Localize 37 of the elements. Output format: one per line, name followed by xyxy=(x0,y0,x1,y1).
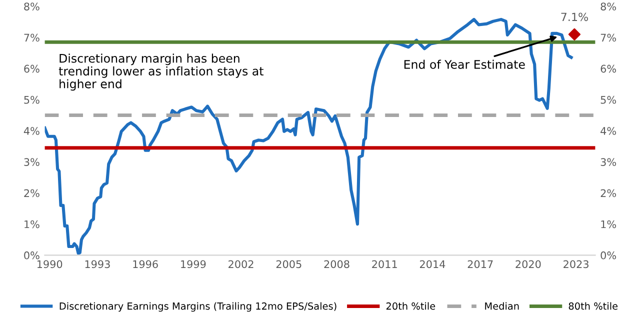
y-tick-label: 6% xyxy=(24,64,40,73)
x-tick-label: 2005 xyxy=(276,260,302,268)
y-tick-label: 5% xyxy=(24,96,40,104)
x-tick-label: 2008 xyxy=(324,260,350,268)
y-tick-label: 2% xyxy=(24,189,40,198)
annotation: Discretionary margin has been trending lower as inflation stays at higher end xyxy=(58,54,264,91)
y-tick-label: 3% xyxy=(24,158,40,166)
y2-tick-label: 8% xyxy=(600,2,616,10)
x-tick-label: 2017 xyxy=(468,260,493,268)
legend-label: Discretionary Earnings Margins (Trailing 12mo EPS/Sales) xyxy=(60,302,336,312)
y-tick-label: 4% xyxy=(24,127,40,135)
y2-tick-label: 2% xyxy=(600,189,616,198)
annotation: End of Year Estimate xyxy=(404,60,525,69)
legend-label: 80th %tile xyxy=(568,302,618,310)
x-tick-label: 2002 xyxy=(228,260,254,268)
y2-tick-label: 3% xyxy=(600,158,616,166)
legend-label: Median xyxy=(485,302,519,310)
y2-tick-label: 0% xyxy=(600,251,616,260)
x-tick-label: 2023 xyxy=(564,260,588,268)
y-tick-label: 8% xyxy=(24,2,40,10)
y2-tick-label: 1% xyxy=(601,220,616,228)
y-tick-label: 0% xyxy=(24,251,40,260)
x-tick-label: 2011 xyxy=(372,260,397,268)
y2-tick-label: 6% xyxy=(600,64,616,73)
x-tick-label: 1996 xyxy=(133,260,158,268)
y2-tick-label: 5% xyxy=(600,96,616,104)
x-tick-label: 1990 xyxy=(37,260,62,268)
x-tick-label: 2014 xyxy=(420,260,446,268)
x-tick-label: 2020 xyxy=(516,260,541,268)
data-label: 7.1% xyxy=(561,12,588,22)
x-tick-label: 1999 xyxy=(181,260,206,268)
y-tick-label: 7% xyxy=(24,34,40,42)
legend-label: 20th %tile xyxy=(386,302,436,310)
y2-tick-label: 4% xyxy=(600,127,616,135)
x-tick-label: 1993 xyxy=(85,260,110,268)
y-tick-label: 1% xyxy=(24,220,40,228)
y2-tick-label: 7% xyxy=(600,34,616,42)
